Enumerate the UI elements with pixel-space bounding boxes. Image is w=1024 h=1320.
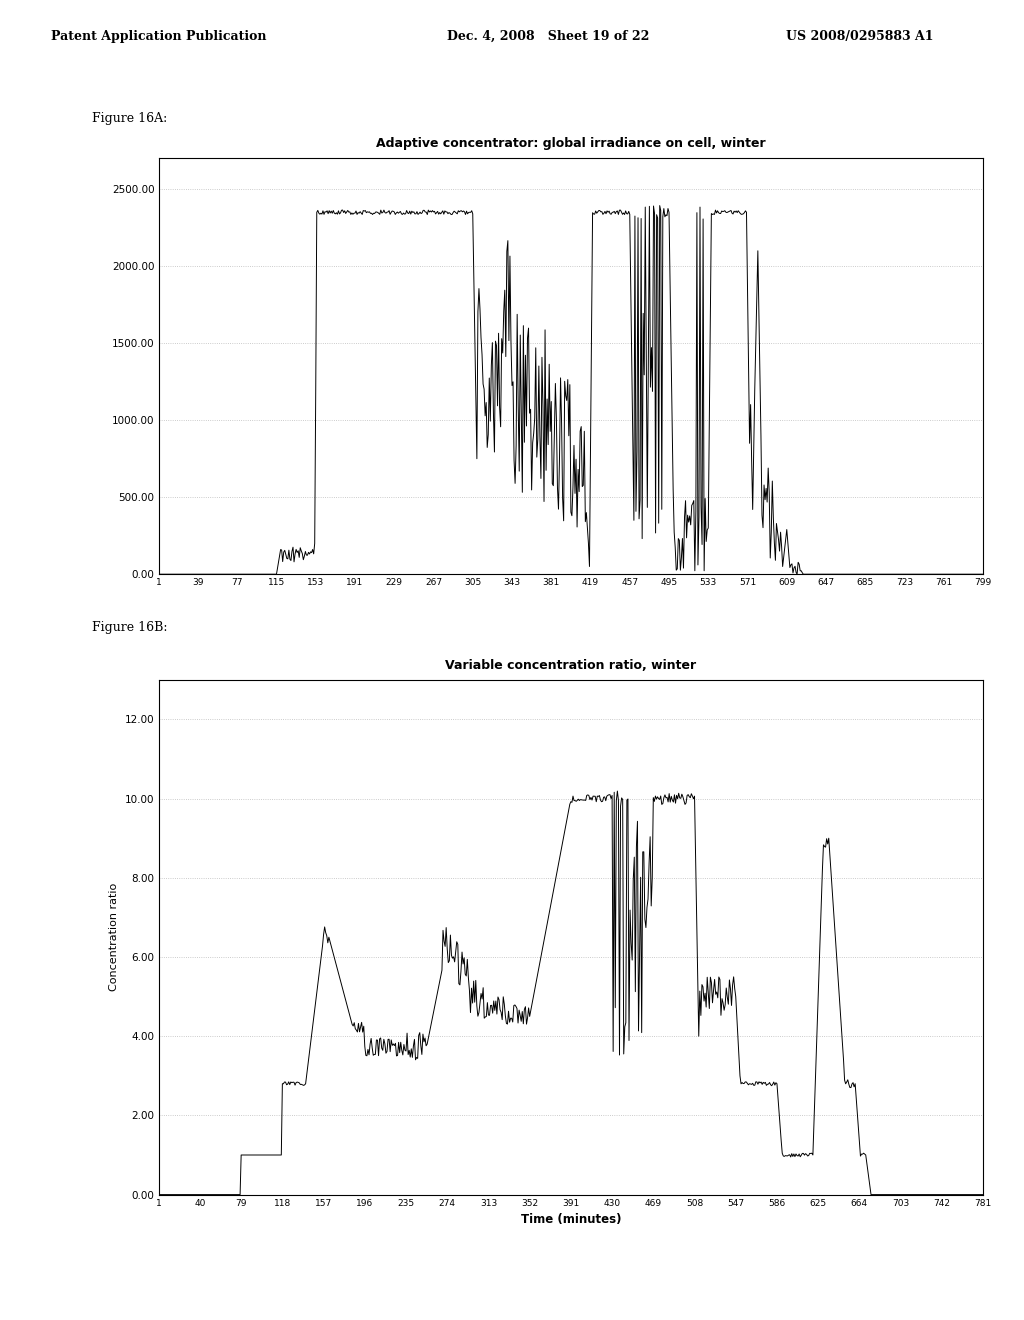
X-axis label: Time (minutes): Time (minutes)	[520, 1213, 622, 1226]
Text: Dec. 4, 2008   Sheet 19 of 22: Dec. 4, 2008 Sheet 19 of 22	[446, 30, 649, 42]
Text: Figure 16B:: Figure 16B:	[92, 620, 168, 634]
Text: Patent Application Publication: Patent Application Publication	[51, 30, 266, 42]
Title: Adaptive concentrator: global irradiance on cell, winter: Adaptive concentrator: global irradiance…	[376, 137, 766, 150]
Title: Variable concentration ratio, winter: Variable concentration ratio, winter	[445, 659, 696, 672]
Text: US 2008/0295883 A1: US 2008/0295883 A1	[786, 30, 934, 42]
Y-axis label: Concentration ratio: Concentration ratio	[110, 883, 120, 991]
Text: Figure 16A:: Figure 16A:	[92, 112, 167, 125]
